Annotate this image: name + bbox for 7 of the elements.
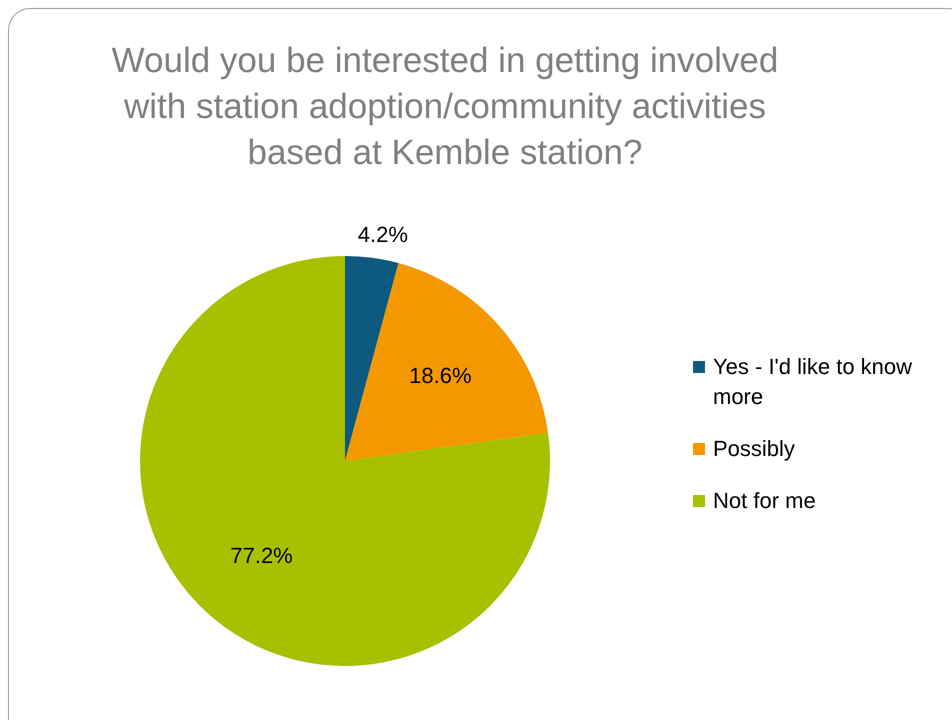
legend-label: Yes - I'd like to know more [713,353,914,411]
data-label: 77.2% [230,542,293,568]
data-label: 18.6% [409,363,472,388]
data-label: 4.2% [358,222,408,248]
chart-title: Would you be interested in getting involved with station adoption/community activities based at Kemble station? [110,40,780,174]
legend-label: Possibly [713,435,795,463]
legend-label: Not for me [713,487,816,515]
